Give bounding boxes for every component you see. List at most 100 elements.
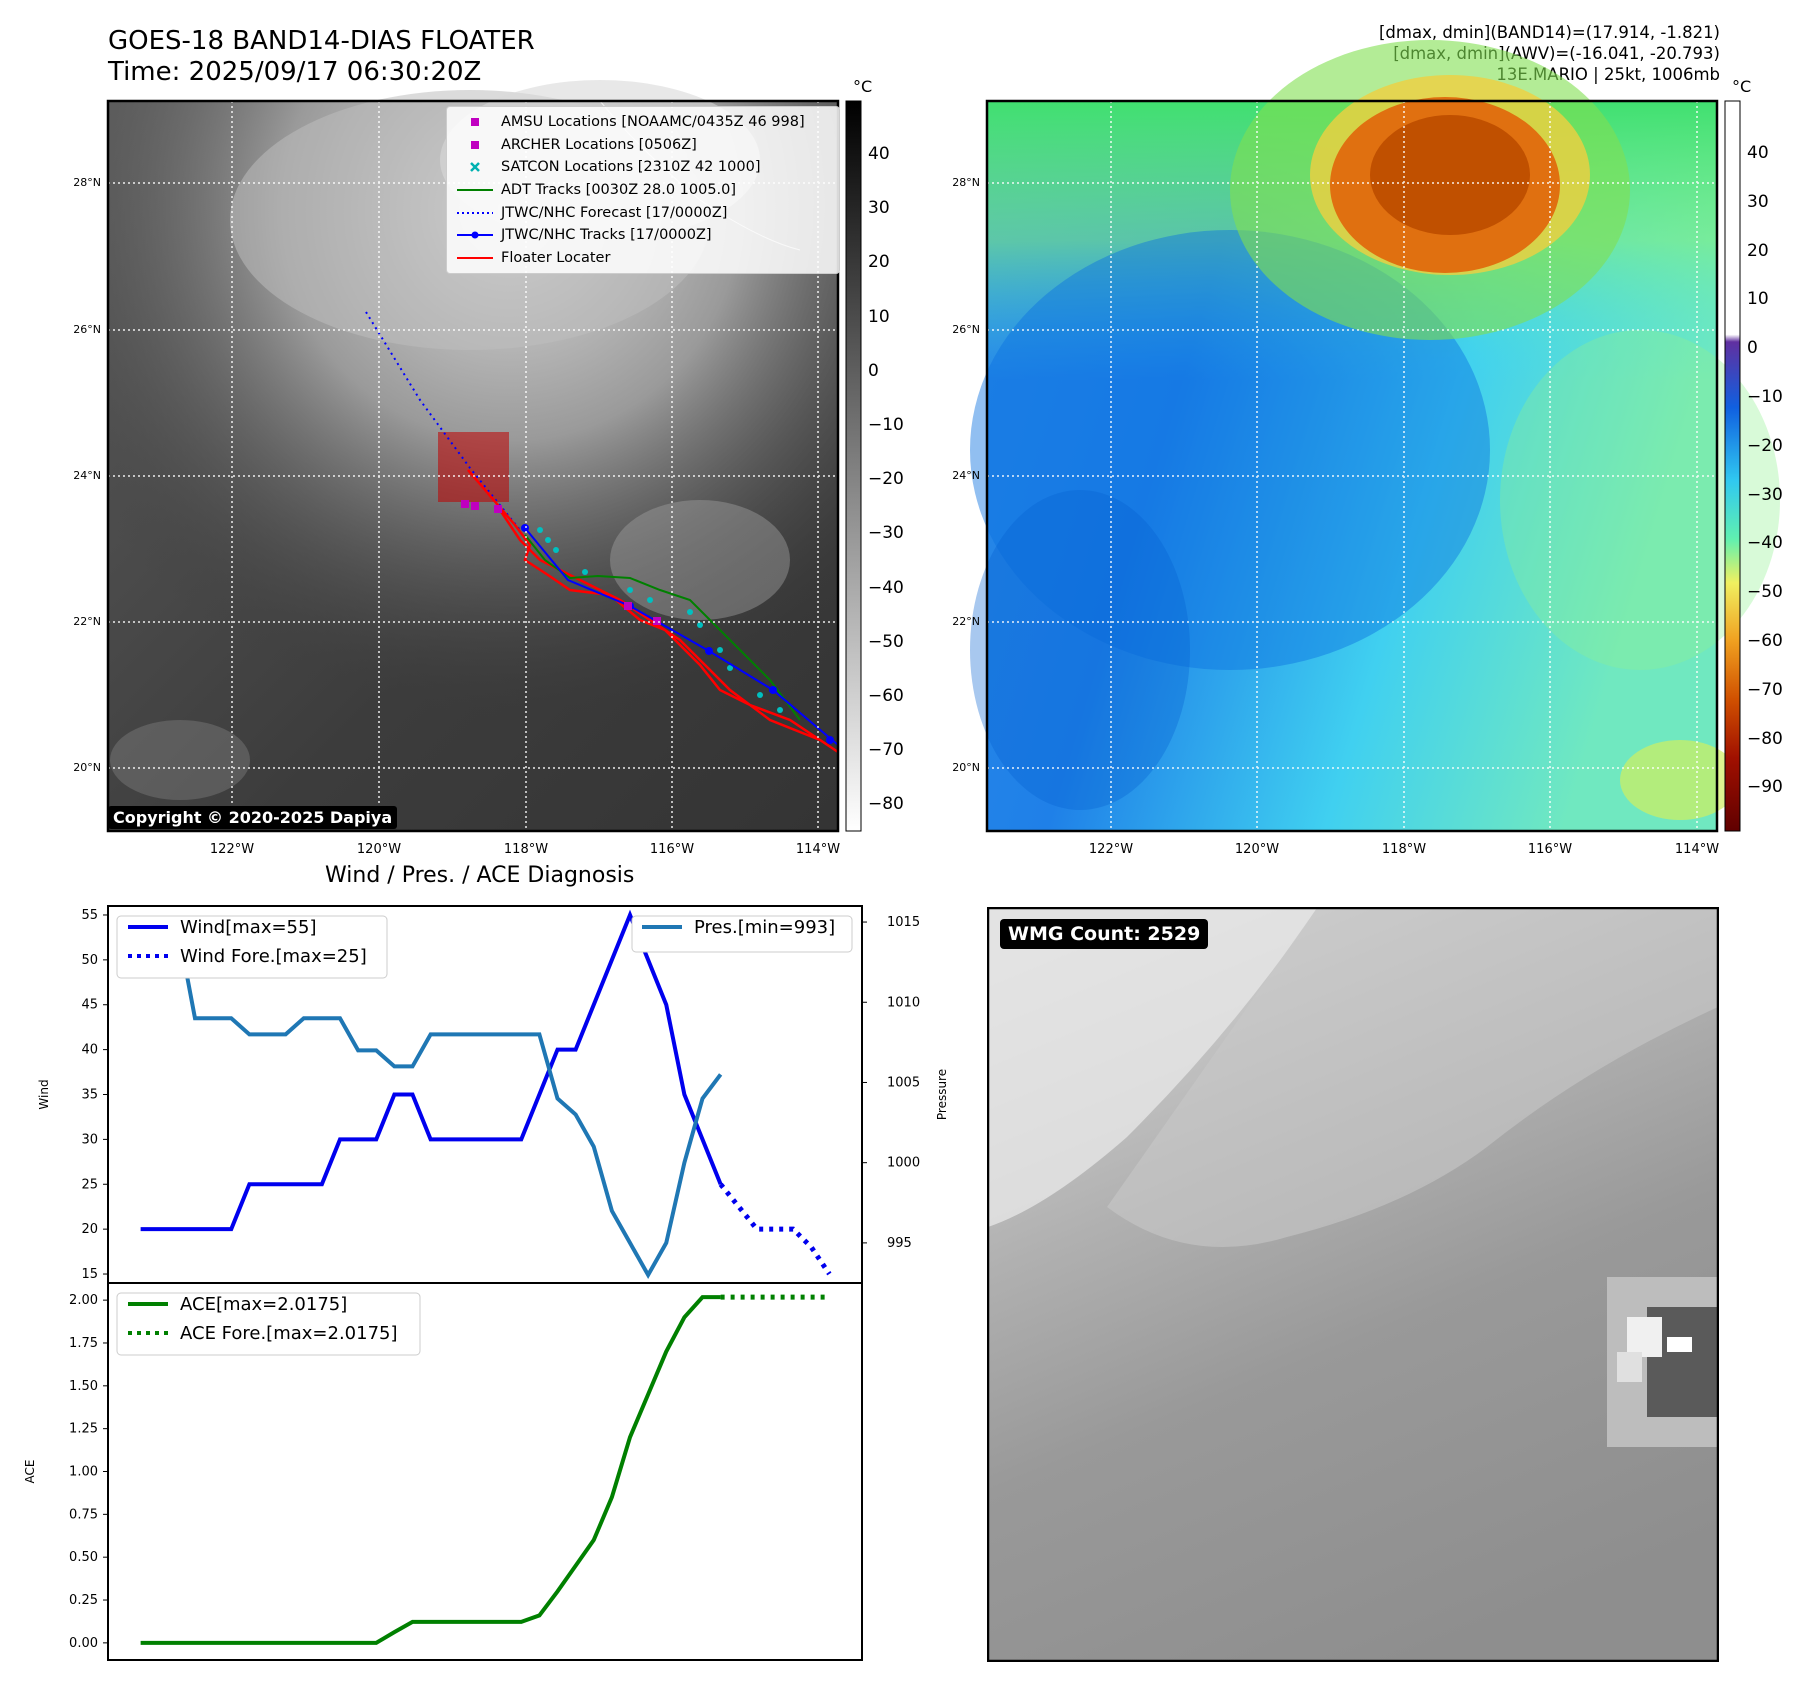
ace-tick-label: 0.75	[69, 1507, 98, 1522]
lat-tick-label: 24°N	[73, 469, 101, 482]
wv-colorbar	[1724, 100, 1741, 832]
forecast-track	[365, 311, 521, 531]
colorbar-tick-label: 30	[1747, 191, 1769, 212]
colorbar-tick-label: 30	[868, 198, 890, 219]
pressure-legend	[631, 915, 853, 953]
legend-label: Floater Locater	[501, 249, 611, 266]
lon-tick-label: 114°W	[795, 842, 841, 857]
lat-tick-label: 22°N	[952, 615, 980, 628]
lon-tick-label: 122°W	[209, 842, 255, 857]
legend-label: AMSU Locations [NOAAMC/0435Z 46 998]	[501, 114, 805, 131]
legend-swatch	[457, 211, 493, 214]
colorbar-tick-label: −80	[868, 794, 904, 815]
lon-tick-label: 116°W	[649, 842, 695, 857]
lat-tick-label: 22°N	[73, 615, 101, 628]
lon-tick-label: 114°W	[1674, 842, 1720, 857]
colorbar-tick-label: 40	[868, 144, 890, 164]
legend-label: Pres.[min=993]	[694, 917, 835, 938]
legend-label: ADT Tracks [0030Z 28.0 1005.0]	[501, 182, 737, 199]
legend-entry: Floater Locater	[453, 247, 833, 270]
title-line-2: Time: 2025/09/17 06:30:20Z	[108, 57, 482, 87]
wind-tick-label: 35	[81, 1088, 98, 1103]
figure-title: GOES-18 BAND14-DIAS FLOATER Time: 2025/0…	[108, 26, 535, 88]
wind-tick-label: 30	[81, 1132, 98, 1147]
pressure-tick-label: 1005	[887, 1075, 920, 1090]
colorbar-tick-label: −70	[1747, 679, 1783, 700]
legend-swatch	[470, 162, 480, 173]
wv-satellite-image	[970, 40, 1780, 831]
wmg-panel	[987, 907, 1719, 1662]
colorbar-tick-label: −70	[868, 740, 904, 761]
wind-tick-label: 50	[81, 953, 98, 968]
lat-tick-label: 28°N	[952, 176, 980, 189]
ace-tick-label: 1.75	[69, 1336, 98, 1351]
wind-tick-label: 45	[81, 998, 98, 1013]
colorbar-tick-label: 0	[1747, 338, 1758, 359]
lat-tick-label: 20°N	[73, 761, 101, 774]
wv-gridlines	[987, 101, 1717, 831]
lat-tick-label: 28°N	[73, 176, 101, 189]
colorbar-tick-label: −20	[1747, 435, 1783, 456]
colorbar-tick-label: −30	[1747, 484, 1783, 505]
map-legend: AMSU Locations [NOAAMC/0435Z 46 998] ARCH…	[446, 106, 840, 275]
legend-label: SATCON Locations [2310Z 42 1000]	[501, 159, 761, 176]
series-pressure-line	[140, 920, 723, 1280]
lon-tick-label: 122°W	[1088, 842, 1134, 857]
pressure-tick-label: 995	[887, 1236, 912, 1251]
legend-label: ACE[max=2.0175]	[180, 1294, 347, 1315]
wind-tick-label: 25	[81, 1177, 98, 1192]
ace-tick-label: 2.00	[69, 1293, 98, 1308]
wind-tick-label: 40	[81, 1043, 98, 1058]
ace-tick-label: 1.25	[69, 1422, 98, 1437]
ir-map-panel	[106, 40, 1780, 833]
legend-label: JTWC/NHC Tracks [17/0000Z]	[501, 227, 712, 244]
colorbar-tick-label: −30	[868, 523, 904, 544]
colorbar-tick-label: −50	[1747, 582, 1783, 603]
ace-tick-label: 0.25	[69, 1593, 98, 1608]
legend-label: Wind[max=55]	[180, 917, 317, 938]
legend-swatch	[471, 140, 479, 149]
title-line-1: GOES-18 BAND14-DIAS FLOATER	[108, 26, 535, 56]
ace-axis-label: ACE	[23, 1460, 37, 1484]
legend-entry: JTWC/NHC Tracks [17/0000Z]	[453, 224, 833, 247]
legend-label: JTWC/NHC Forecast [17/0000Z]	[501, 204, 728, 221]
legend-swatch	[457, 189, 493, 192]
colorbar-tick-label: 40	[1747, 143, 1769, 163]
legend-entry: ADT Tracks [0030Z 28.0 1005.0]	[453, 179, 833, 202]
satcon-markers	[537, 527, 783, 713]
legend-entry: ARCHER Locations [0506Z]	[453, 134, 833, 157]
lon-tick-label: 116°W	[1527, 842, 1573, 857]
series-wind-forecast-line	[718, 1182, 832, 1276]
ace-tick-label: 0.50	[69, 1550, 98, 1565]
ace-tick-label: 0.00	[69, 1636, 98, 1651]
colorbar-tick-label: −50	[868, 631, 904, 652]
wind-axis-label: Wind	[37, 1079, 51, 1109]
lon-tick-label: 118°W	[1381, 842, 1427, 857]
colorbar-tick-label: −90	[1747, 777, 1783, 798]
colorbar-tick-label: −10	[1747, 387, 1783, 407]
lat-tick-label: 26°N	[952, 323, 980, 336]
lon-tick-label: 120°W	[356, 842, 402, 857]
jtwc-track	[524, 527, 839, 746]
colorbar-tick-label: −10	[868, 415, 904, 435]
ir-colorbar-unit: °C	[853, 77, 873, 96]
legend-swatch	[457, 231, 493, 239]
wind-legend	[116, 915, 388, 979]
floater-locater-track	[467, 469, 839, 754]
copyright-badge: Copyright © 2020-2025 Dapiya	[108, 806, 398, 829]
pressure-tick-label: 1015	[887, 915, 920, 930]
legend-label: ACE Fore.[max=2.0175]	[180, 1323, 398, 1344]
colorbar-tick-label: 10	[868, 306, 890, 327]
floater-box	[438, 432, 509, 502]
wind-tick-label: 20	[81, 1222, 98, 1237]
lat-tick-label: 26°N	[73, 323, 101, 336]
wind-tick-label: 15	[81, 1267, 98, 1282]
legend-label: Wind Fore.[max=25]	[180, 946, 367, 967]
colorbar-tick-label: −80	[1747, 728, 1783, 749]
colorbar-tick-label: 20	[868, 252, 890, 273]
pressure-tick-label: 1000	[887, 1156, 920, 1171]
series-wind-line	[140, 909, 723, 1232]
lat-tick-label: 24°N	[952, 469, 980, 482]
colorbar-tick-label: −20	[868, 469, 904, 490]
colorbar-tick-label: −60	[1747, 631, 1783, 651]
